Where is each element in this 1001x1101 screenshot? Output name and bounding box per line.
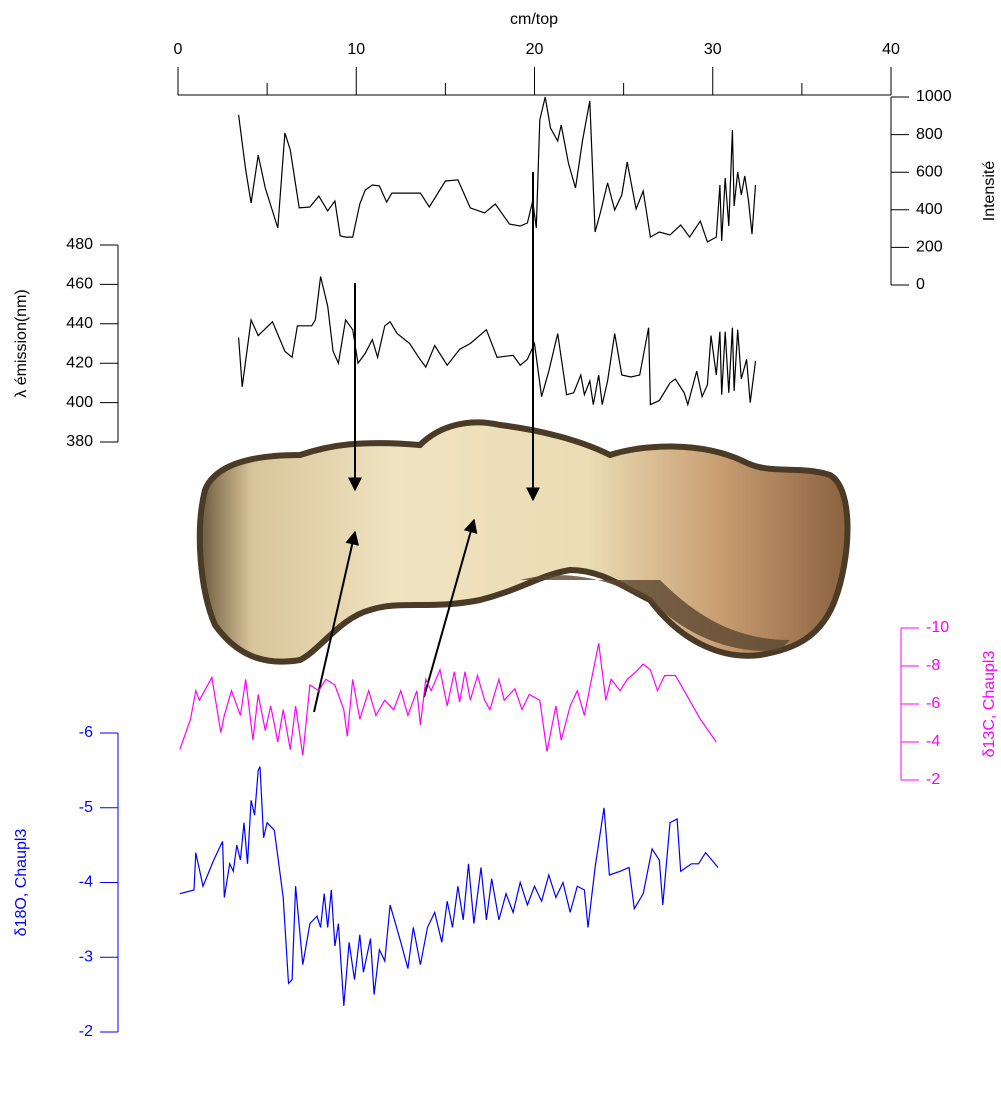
y-axis-label: λ émission(nm) <box>13 289 30 397</box>
y-tick-label: -2 <box>926 771 940 788</box>
y-tick-label: 440 <box>66 315 93 332</box>
y-tick-label: -4 <box>926 733 940 750</box>
y-tick-label: 480 <box>66 236 93 253</box>
y-tick-label: -8 <box>926 657 940 674</box>
y-tick-label: -6 <box>926 695 940 712</box>
x-tick-label: 10 <box>347 41 365 58</box>
y-tick-label: 460 <box>66 276 93 293</box>
x-axis-label: cm/top <box>510 11 558 28</box>
data-line <box>179 766 719 1006</box>
arrows <box>313 172 540 713</box>
y-tick-label: 400 <box>66 394 93 411</box>
y-tick-label: -3 <box>79 948 93 965</box>
y-tick-label: -5 <box>79 799 93 816</box>
y-tick-label: 200 <box>916 239 943 256</box>
y-axis-label: δ18O, Chaupl3 <box>13 829 30 937</box>
y-axis-label: Intensité <box>981 161 998 222</box>
y-tick-label: -6 <box>79 724 93 741</box>
sample-photo <box>196 419 851 665</box>
y-tick-label: 400 <box>916 201 943 218</box>
y-tick-label: -2 <box>79 1023 93 1040</box>
x-tick-label: 0 <box>174 41 183 58</box>
y-tick-label: 420 <box>66 354 93 371</box>
x-tick-label: 40 <box>882 41 900 58</box>
data-line <box>238 276 757 407</box>
data-line <box>179 643 717 756</box>
y-tick-label: 800 <box>916 126 943 143</box>
arrow <box>313 530 360 713</box>
y-tick-label: 1000 <box>916 88 952 105</box>
y-tick-label: 600 <box>916 163 943 180</box>
y-tick-label: 0 <box>916 276 925 293</box>
arrow <box>423 518 478 698</box>
y-axis-label: δ13C, Chaupl3 <box>981 651 998 758</box>
data-line <box>238 96 757 243</box>
y-tick-label: 380 <box>66 433 93 450</box>
x-tick-label: 20 <box>526 41 544 58</box>
x-tick-label: 30 <box>704 41 722 58</box>
y-tick-label: -10 <box>926 619 949 636</box>
y-tick-label: -4 <box>79 874 93 891</box>
